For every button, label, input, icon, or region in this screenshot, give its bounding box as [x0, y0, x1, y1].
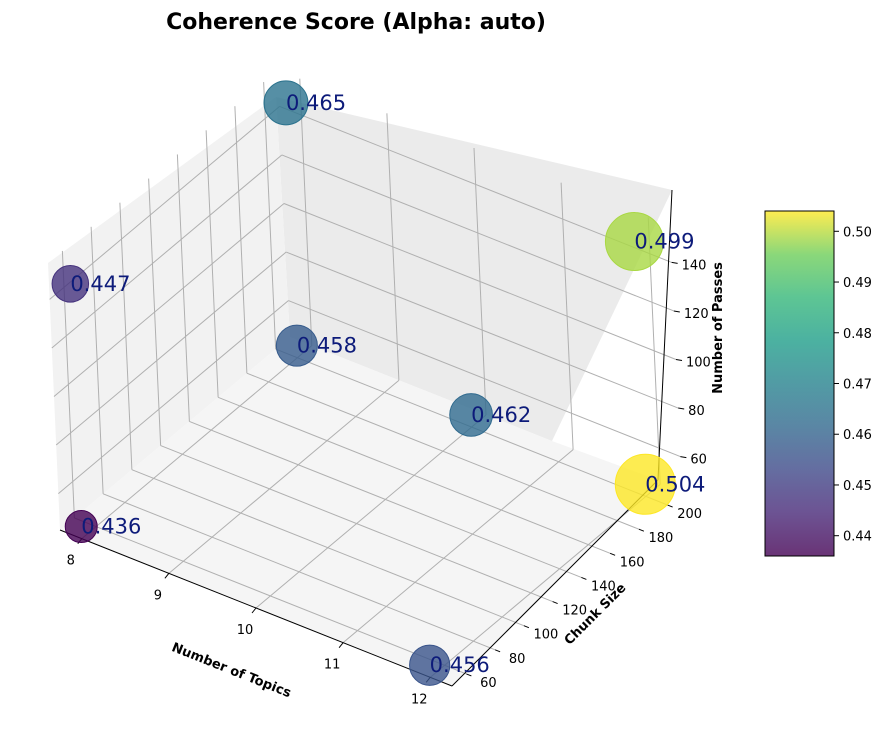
x-axis-label: Number of Topics — [169, 640, 293, 701]
y-gridline-floor — [131, 469, 525, 627]
y-gridline-floor — [189, 420, 582, 578]
y-tick-label: 60 — [480, 676, 497, 691]
z-tick-label: 100 — [686, 356, 711, 371]
y-tick-mark — [466, 673, 472, 677]
z-tick-label: 80 — [688, 404, 705, 419]
data-point-label: 0.436 — [81, 515, 141, 539]
y-tick-mark — [494, 649, 501, 653]
x-tick-mark — [164, 573, 170, 579]
colorbar-gradient — [765, 211, 834, 556]
z-tick-mark — [675, 359, 683, 361]
data-point — [614, 453, 676, 515]
z-gridline-back — [283, 203, 677, 360]
colorbar-tick-label: 0.50 — [843, 225, 872, 240]
z-gridline-back — [285, 251, 679, 409]
y-tick-mark — [638, 528, 645, 532]
z-tick-mark — [680, 456, 687, 459]
data-point-label: 0.504 — [645, 472, 705, 496]
y-tick-mark — [552, 601, 558, 605]
y-tick-label: 80 — [509, 652, 526, 667]
x-tick-label: 12 — [411, 692, 428, 707]
colorbar: 0.44 0.45 0.46 0.47 0.48 0.49 0.50 — [764, 210, 872, 557]
z-tick-mark — [673, 310, 680, 313]
data-point-label: 0.447 — [70, 272, 130, 296]
chart-title: Coherence Score (Alpha: auto) — [166, 10, 546, 35]
z-axis-label: Number of Passes — [711, 262, 726, 394]
y-gridline-floor — [160, 445, 553, 603]
x-gridline-floor — [255, 414, 487, 609]
x-tick-label: 9 — [154, 588, 162, 603]
y-tick-mark — [667, 504, 673, 508]
data-point — [449, 393, 493, 437]
z-tick-mark — [671, 261, 678, 264]
x-gridline-floor — [81, 345, 313, 540]
data-labels: 0.465 0.458 0.462 0.504 0.499 0.436 0.447 0.456 — [70, 91, 705, 677]
data-point-label: 0.458 — [297, 334, 357, 358]
data-point — [64, 510, 98, 544]
z-tick-label: 120 — [684, 307, 709, 322]
data-point-label: 0.456 — [430, 653, 490, 677]
data-point — [409, 644, 451, 686]
colorbar-tick-label: 0.47 — [843, 378, 872, 393]
z-tick-mark — [678, 407, 685, 410]
x-gridline-floor — [342, 449, 574, 644]
left-pane — [48, 97, 290, 530]
y-tick-label: 160 — [620, 555, 645, 570]
colorbar-tick-label: 0.45 — [843, 479, 872, 494]
data-point — [51, 265, 90, 303]
data-point-label: 0.462 — [471, 403, 531, 427]
x-tick-label: 11 — [324, 658, 341, 673]
z-tick-label: 60 — [690, 453, 707, 468]
y-tick-mark — [581, 576, 587, 580]
back-pane — [276, 97, 672, 441]
x-tick-mark — [251, 607, 257, 614]
colorbar-tick-label: 0.48 — [843, 327, 872, 342]
y-gridline-floor — [246, 372, 640, 530]
colorbar-tick-label: 0.49 — [843, 276, 872, 291]
y-tick-label: 180 — [648, 531, 673, 546]
z-gridline-left — [51, 154, 283, 349]
data-point — [275, 324, 318, 367]
y-tick-label: 120 — [562, 604, 587, 619]
y-tick-label: 200 — [677, 507, 702, 522]
y-gridline-floor — [74, 517, 467, 675]
x-tick-mark — [338, 642, 344, 648]
colorbar-tick-label: 0.46 — [843, 428, 872, 443]
data-point-label: 0.499 — [634, 230, 694, 254]
data-point — [263, 80, 309, 126]
x-tick-label: 8 — [67, 554, 75, 569]
z-tick-label: 140 — [682, 258, 707, 273]
data-point — [604, 212, 664, 272]
y-tick-label: 100 — [533, 628, 558, 643]
y-tick-label: 140 — [591, 579, 616, 594]
z-gridline-left — [58, 300, 289, 494]
y-gridline-floor — [102, 493, 496, 651]
z-gridline-back — [281, 154, 675, 312]
x-tick-label: 10 — [237, 623, 254, 638]
data-point-label: 0.465 — [286, 91, 346, 115]
y-tick-mark — [609, 552, 616, 556]
y-gridline-floor — [217, 396, 611, 554]
data-points — [51, 80, 676, 686]
z-axis-line — [657, 189, 673, 481]
colorbar-tick-label: 0.44 — [843, 530, 872, 545]
z-gridline-left — [53, 203, 285, 397]
y-axis-line — [451, 479, 659, 687]
floor-pane — [60, 337, 658, 686]
z-gridline-back — [288, 300, 681, 458]
colorbar-ticks: 0.44 0.45 0.46 0.47 0.48 0.49 0.50 — [834, 225, 872, 545]
z-gridline-left — [55, 251, 287, 446]
x-gridline-floor — [168, 379, 400, 574]
axis-panes — [48, 97, 672, 686]
y-tick-mark — [523, 625, 530, 629]
z-gridline-left — [49, 106, 280, 300]
